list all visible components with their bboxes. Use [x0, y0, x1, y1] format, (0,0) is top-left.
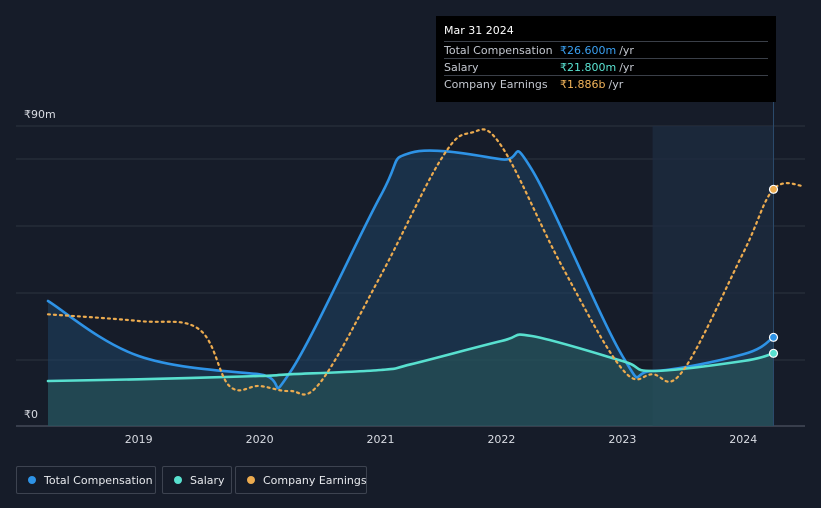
- legend-dot-icon: [247, 476, 255, 484]
- tooltip-label: Total Compensation: [444, 44, 553, 57]
- legend-item-salary[interactable]: Salary: [162, 466, 232, 494]
- salary-area: [48, 334, 774, 426]
- company-earnings-endpoint: [768, 184, 779, 194]
- y-axis-labels: ₹0 ₹90m: [24, 108, 56, 421]
- legend-label: Salary: [190, 474, 225, 487]
- x-tick-label: 2023: [608, 433, 636, 446]
- tooltip-label: Company Earnings: [444, 78, 548, 91]
- company-earnings-line: [46, 128, 805, 396]
- x-tick-label: 2024: [729, 433, 757, 446]
- tooltip-row-company-earnings: Company Earnings ₹1.886b/yr: [444, 75, 768, 93]
- x-tick-label: 2020: [246, 433, 274, 446]
- legend-dot-icon: [174, 476, 182, 484]
- legend-dot-icon: [28, 476, 36, 484]
- salary-line: [46, 333, 775, 383]
- legend-label: Total Compensation: [44, 474, 153, 487]
- x-axis-labels: 2019 2020 2021 2022 2023 2024: [125, 433, 758, 446]
- salary-endpoint: [768, 348, 779, 358]
- x-tick-label: 2019: [125, 433, 153, 446]
- series-areas: [48, 150, 774, 427]
- tooltip-value: ₹21.800m/yr: [560, 61, 634, 74]
- tooltip-row-total-compensation: Total Compensation ₹26.600m/yr: [444, 41, 768, 59]
- x-tick-label: 2022: [487, 433, 515, 446]
- y-tick-label: ₹0: [24, 408, 38, 421]
- total-compensation-endpoint: [768, 332, 779, 342]
- legend-item-total-compensation[interactable]: Total Compensation: [16, 466, 156, 494]
- y-tick-label: ₹90m: [24, 108, 56, 121]
- tooltip-value: ₹26.600m/yr: [560, 44, 634, 57]
- series-endpoints: [768, 184, 779, 358]
- tooltip-value: ₹1.886b/yr: [560, 78, 624, 91]
- series-lines: [46, 128, 805, 396]
- tooltip-date: Mar 31 2024: [444, 24, 514, 37]
- legend-item-company-earnings[interactable]: Company Earnings: [235, 466, 367, 494]
- tooltip-label: Salary: [444, 61, 479, 74]
- x-tick-label: 2021: [367, 433, 395, 446]
- tooltip-row-salary: Salary ₹21.800m/yr: [444, 58, 768, 76]
- legend-label: Company Earnings: [263, 474, 367, 487]
- tooltip: Mar 31 2024 Total Compensation ₹26.600m /…: [436, 16, 776, 102]
